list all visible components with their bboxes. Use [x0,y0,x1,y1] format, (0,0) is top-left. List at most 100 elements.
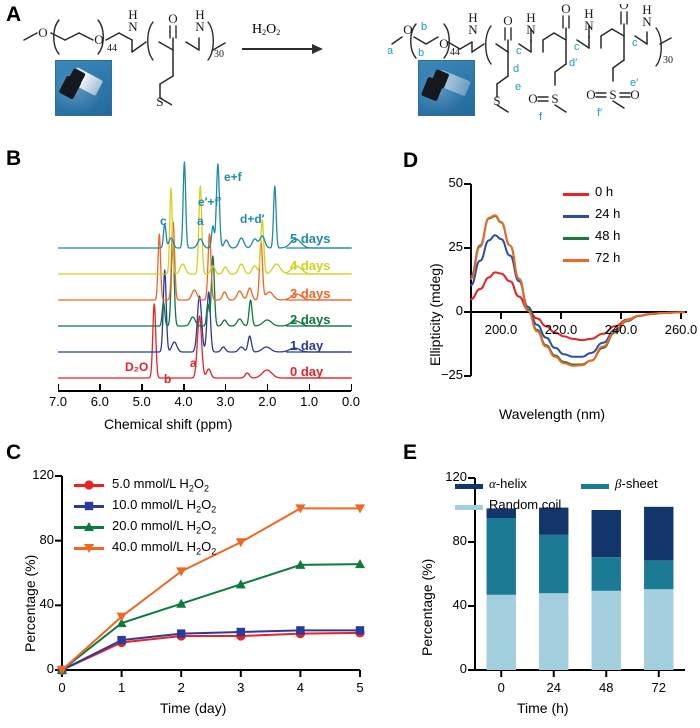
panel-d-chart: D Ellipticity (mdeg) Wavelength (nm) 0 h… [395,148,700,440]
panelb-ticklabel: 0.0 [341,394,361,409]
svg-text:N: N [584,18,594,33]
panele-xtick: 0 [497,680,505,695]
panelc-ytick: 120 [32,467,54,482]
nmr-label-2-days: 2 days [290,312,331,327]
paneld-xtick: 260.0 [664,322,698,337]
svg-text:e: e [515,81,521,93]
panelb-ticklabel: 4.0 [174,394,193,409]
paneld-legend-line [563,259,589,262]
paneld-legend-line [563,237,589,240]
svg-text:N: N [642,14,652,29]
paneld-legend-line [563,215,589,218]
panelb-ticklabel: 3.0 [216,394,235,409]
svg-text:O: O [168,11,177,26]
panele-ytick: 120 [445,469,467,484]
svg-text:O: O [528,91,537,106]
paneld-ytick: 50 [448,175,463,190]
paneld-legend-label: 24 h [595,206,621,221]
panel-c-plot [55,475,365,677]
nmr-peak-c: c [160,214,167,228]
panele-xtick: 24 [546,680,561,695]
panelc-ytick: 80 [39,531,54,547]
svg-text:S: S [493,93,500,108]
panelb-ticklabel: 6.0 [90,394,109,409]
panele-legend-swatch [455,505,483,510]
svg-text:b: b [418,47,424,59]
panelb-tick [183,384,185,391]
nmr-peak-a-red: a [190,356,197,370]
svg-text:H: H [584,6,593,21]
panelc-xaxis-title: Time (day) [160,700,227,716]
svg-text:d′: d′ [569,57,577,69]
panele-ytick: 40 [452,597,467,612]
nmr-peak-d2o: D₂O [125,360,149,374]
svg-text:d: d [513,63,519,75]
paneld-xtick: 240.0 [604,322,638,337]
panelc-xtick: 3 [237,680,245,695]
svg-text:H: H [128,7,137,22]
svg-text:c: c [574,41,580,53]
svg-text:O: O [503,13,512,28]
panel-e-plot [468,477,685,677]
panel-b-letter: B [6,147,22,170]
panel-c-chart: C Percentage (%) Time (day) 5.0 mmol/L H… [0,440,395,728]
left-repeat-44: 44 [107,43,117,54]
panelb-xaxis-title: Chemical shift (ppm) [104,416,233,432]
reagent-label: H2O2 [252,22,281,37]
panele-xtick: 48 [599,680,614,695]
svg-text:O: O [439,36,448,51]
panelb-tick [350,384,352,391]
panelc-legend-marker [84,501,94,511]
panelc-legend-label: 20.0 mmol/L H2O2 [112,518,217,536]
svg-text:N: N [526,22,536,37]
svg-text:b: b [421,21,427,33]
panelb-tick [141,384,143,391]
panele-ytick: 80 [452,533,467,548]
panelc-ytick: 40 [39,596,54,612]
svg-text:H: H [642,4,651,17]
svg-text:f: f [539,111,543,123]
svg-text:f′: f′ [597,107,602,119]
panel-c-letter: C [6,441,22,464]
svg-text:S: S [156,94,163,109]
svg-text:H: H [195,7,204,22]
panel-b-nmr: B 7.0 6.0 5.0 4.0 3.0 2.0 1.0 0.0 Chemical shif… [0,148,395,440]
left-repeat-30: 30 [214,49,224,60]
paneld-ytick: 0 [455,303,463,318]
nmr-peak-d-dp: d+d′ [240,212,265,226]
right-polymer-structure: O O NH O NH O NH O NH S SO SO O 44 30 a b… [388,4,673,123]
nmr-peak-b-red: b [164,372,172,386]
panele-legend-label: β-sheet [615,476,658,491]
paneld-legend-label: 48 h [595,228,621,243]
svg-text:c: c [516,45,522,57]
paneld-legend-line [563,193,589,196]
nmr-peak-ep-fp: e′+f′ [198,195,222,209]
svg-text:c: c [632,37,638,49]
nmr-label-3-days: 3 days [290,286,331,301]
panelc-ytick: 0 [46,661,54,676]
svg-text:N: N [195,19,205,34]
panelc-legend-label: 10.0 mmol/L H2O2 [112,497,217,515]
nmr-peak-e-f: e+f [224,170,242,184]
panelc-xtick: 2 [177,680,185,695]
panel-d-plot [464,183,687,377]
panele-legend-label: α-helix [489,476,527,491]
nmr-stacked-spectra [57,161,353,379]
paneld-legend-label: 72 h [595,250,621,265]
nmr-peak-a: a [197,214,204,228]
paneld-xtick: 220.0 [544,322,578,337]
panelb-tick [308,384,311,391]
paneld-legend-label: 0 h [595,184,614,199]
panele-ytick: 0 [459,661,467,676]
panele-legend-label: Random coil [489,497,562,512]
nmr-label-5-days: 5 days [290,231,331,246]
svg-text:S: S [551,91,558,106]
panelc-legend-marker [84,544,94,553]
inset-photo-before [55,60,112,116]
svg-text:O: O [94,32,103,47]
svg-text:H: H [468,10,477,25]
panelb-tick [224,384,227,391]
panelc-xtick: 5 [356,680,364,695]
panel-e-letter: E [403,441,418,464]
panelc-xtick: 0 [58,680,66,695]
